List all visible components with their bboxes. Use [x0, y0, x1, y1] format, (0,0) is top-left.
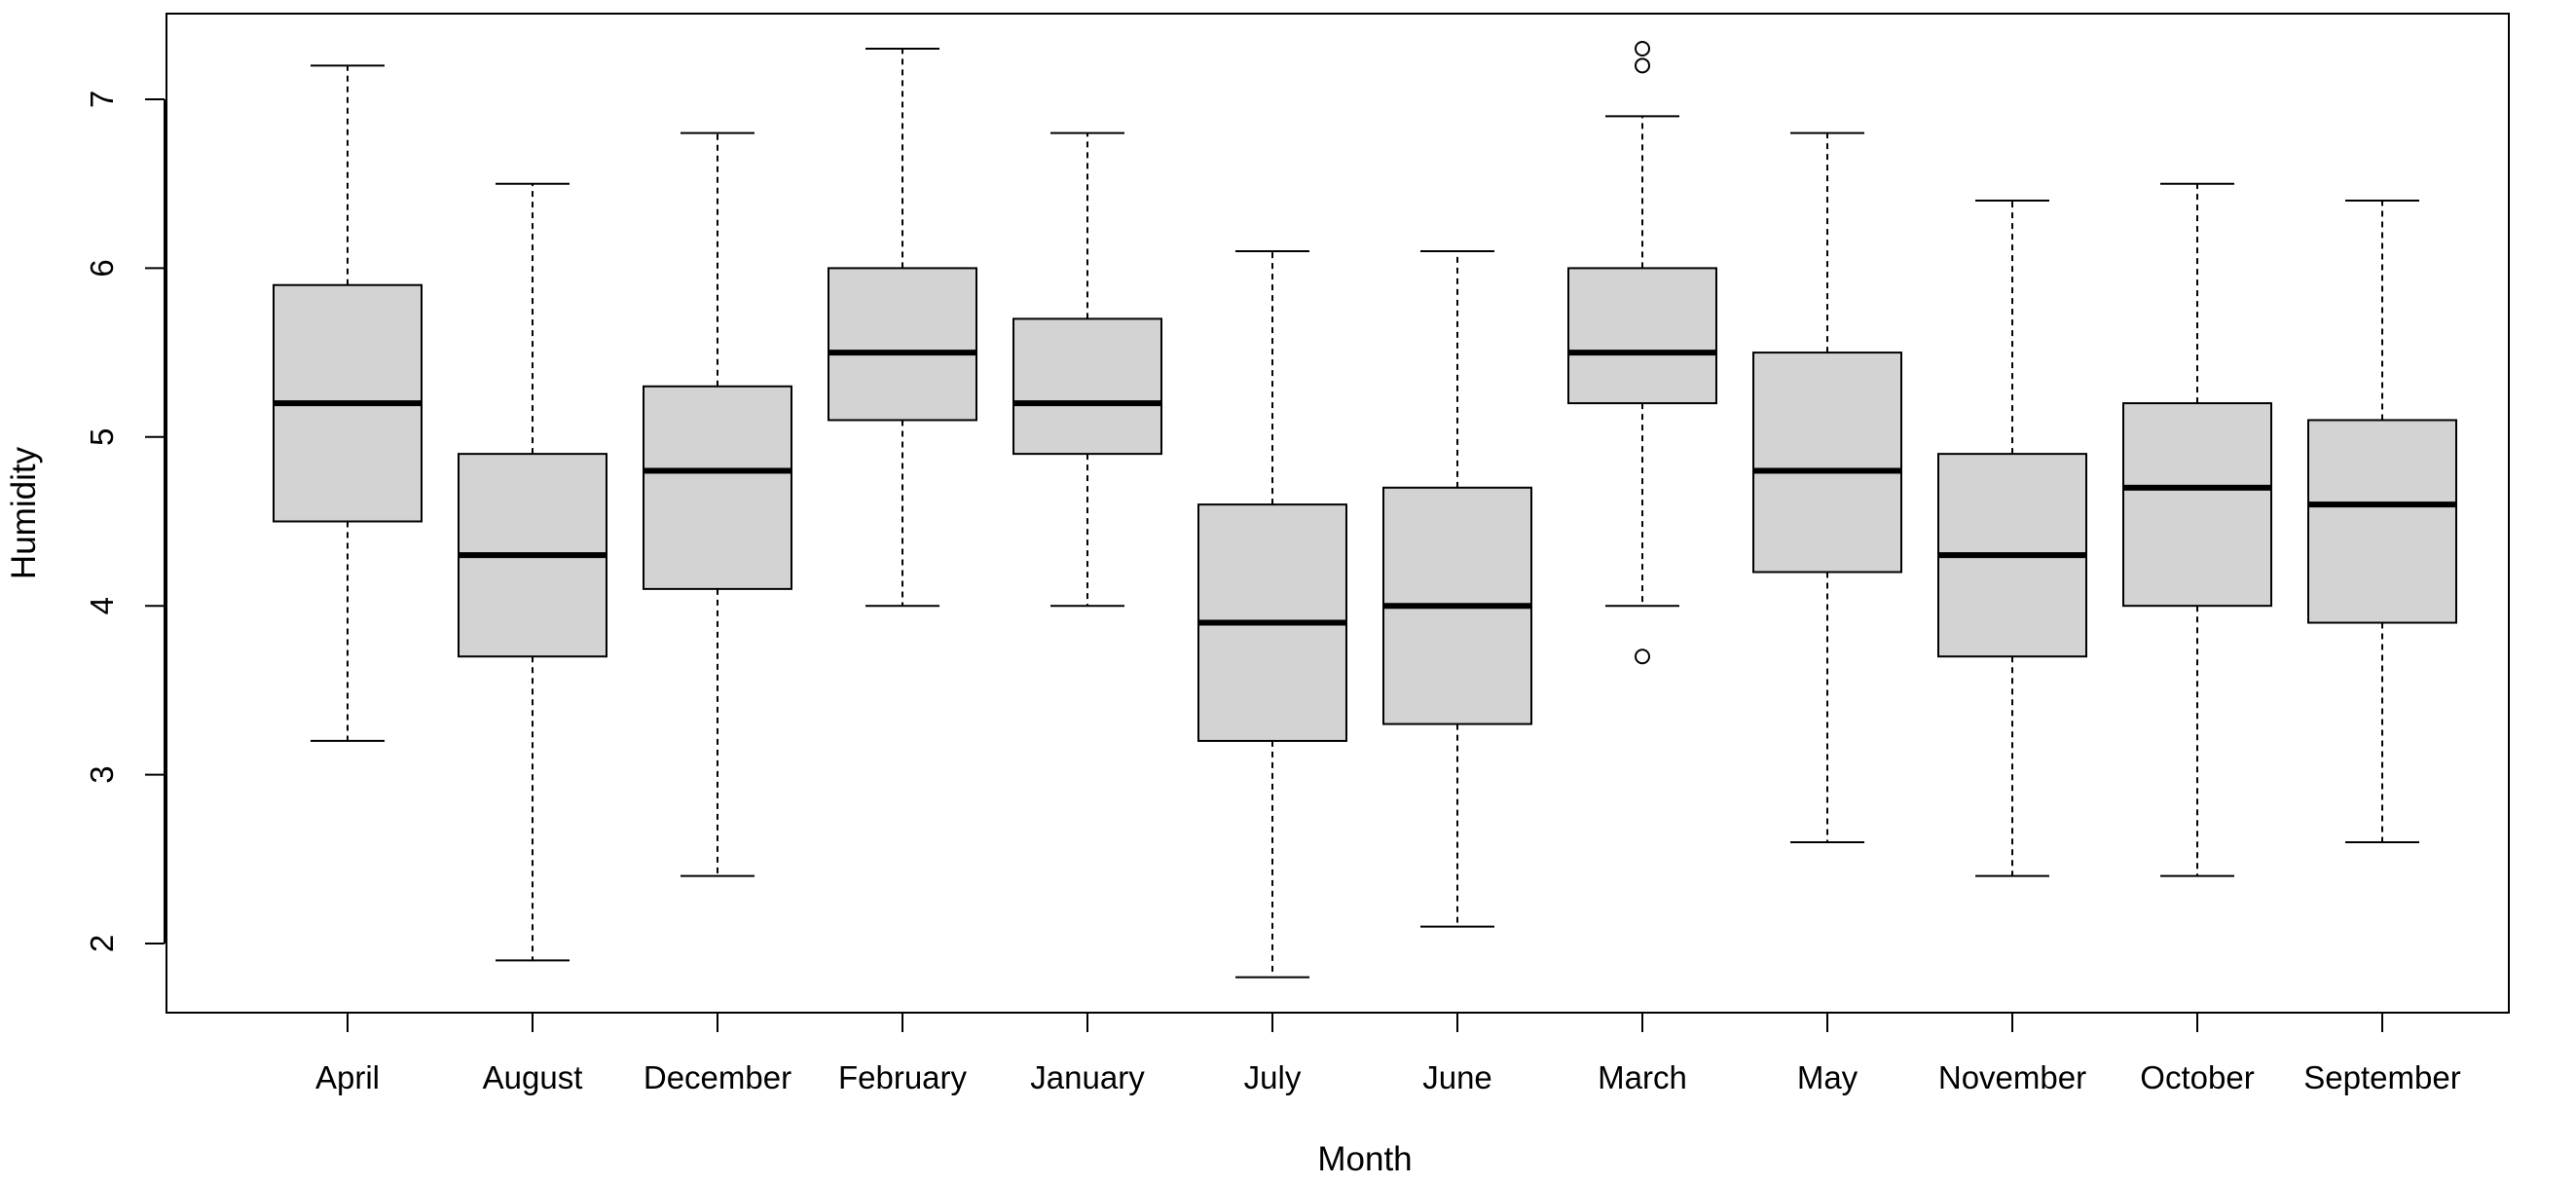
box-december: [643, 131, 792, 877]
box-november: [1937, 200, 2087, 877]
box-february: [828, 47, 977, 608]
outlier-point: [1635, 57, 1650, 74]
y-axis-title: Humidity: [5, 446, 43, 579]
outlier-point: [1635, 648, 1650, 665]
box-august: [458, 182, 607, 962]
iqr-box: [2122, 402, 2272, 608]
y-tick-label: 3: [84, 765, 120, 783]
box-may: [1752, 131, 1902, 843]
box-september: [2307, 200, 2457, 843]
x-tick-label: June: [1422, 1059, 1492, 1095]
box-april: [273, 64, 423, 742]
outlier-point: [1635, 40, 1650, 56]
box-january: [1012, 131, 1162, 608]
box-june: [1382, 250, 1532, 928]
x-tick-label: February: [838, 1059, 968, 1095]
x-tick-label: November: [1938, 1059, 2086, 1095]
y-axis: 2 3 4 5 6 7: [84, 91, 166, 952]
x-tick-label: October: [2140, 1059, 2254, 1095]
iqr-box: [828, 267, 977, 422]
iqr-box: [1567, 267, 1717, 405]
y-tick-label: 5: [84, 428, 120, 446]
x-tick-label: January: [1030, 1059, 1145, 1095]
x-tick-label: April: [315, 1059, 380, 1095]
x-axis-title: Month: [1317, 1140, 1412, 1178]
box-october: [2122, 182, 2272, 877]
y-tick-label: 7: [84, 91, 120, 108]
x-tick-label: May: [1797, 1059, 1858, 1095]
iqr-box: [1012, 317, 1162, 456]
box-july: [1197, 250, 1347, 979]
x-tick-label: December: [644, 1059, 791, 1095]
y-tick-label: 6: [84, 259, 120, 277]
x-tick-label: July: [1244, 1059, 1302, 1095]
iqr-box: [1752, 352, 1902, 574]
x-tick-label: March: [1598, 1059, 1687, 1095]
box-march: [1567, 40, 1717, 665]
iqr-box: [2307, 419, 2457, 624]
y-tick-label: 2: [84, 935, 120, 952]
x-tick-label: September: [2303, 1059, 2460, 1095]
boxes-group: [273, 40, 2457, 979]
x-axis: April August December February January July Ju…: [315, 1012, 2461, 1095]
x-tick-label: August: [483, 1059, 583, 1095]
y-tick-label: 4: [84, 597, 120, 614]
iqr-box: [643, 385, 792, 590]
